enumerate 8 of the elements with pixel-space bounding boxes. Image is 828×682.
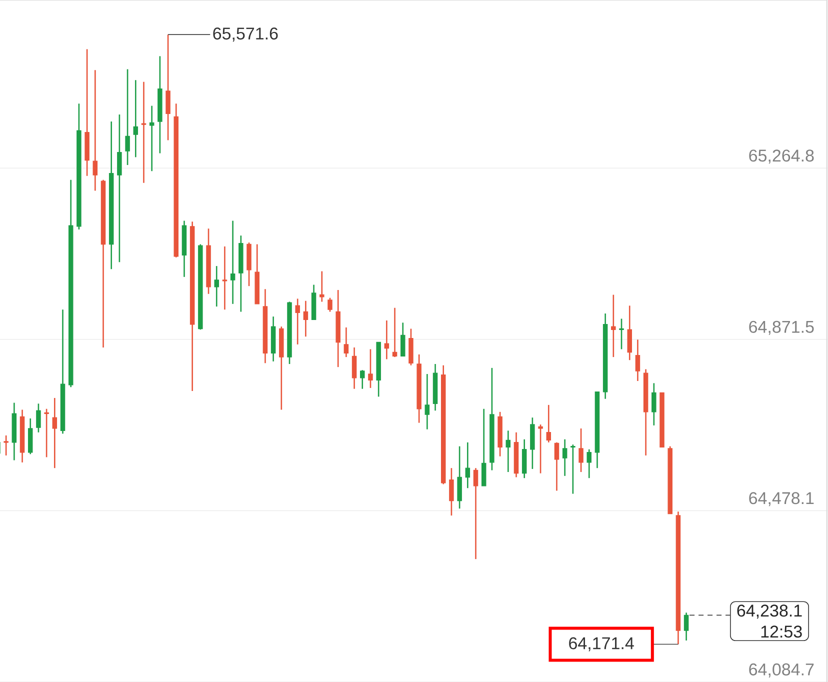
- annotation: 65,571.6: [213, 28, 278, 42]
- annotation: 64,171.4: [569, 637, 634, 652]
- text: 64,238.1: [737, 604, 802, 619]
- text: 12:53: [761, 626, 802, 638]
- y-tick-label: 64,871.5: [749, 320, 814, 335]
- y-tick-label: 64,084.7: [749, 663, 814, 678]
- y-tick-label: 64,478.1: [749, 492, 814, 506]
- y-tick-label: 65,264.8: [749, 150, 814, 164]
